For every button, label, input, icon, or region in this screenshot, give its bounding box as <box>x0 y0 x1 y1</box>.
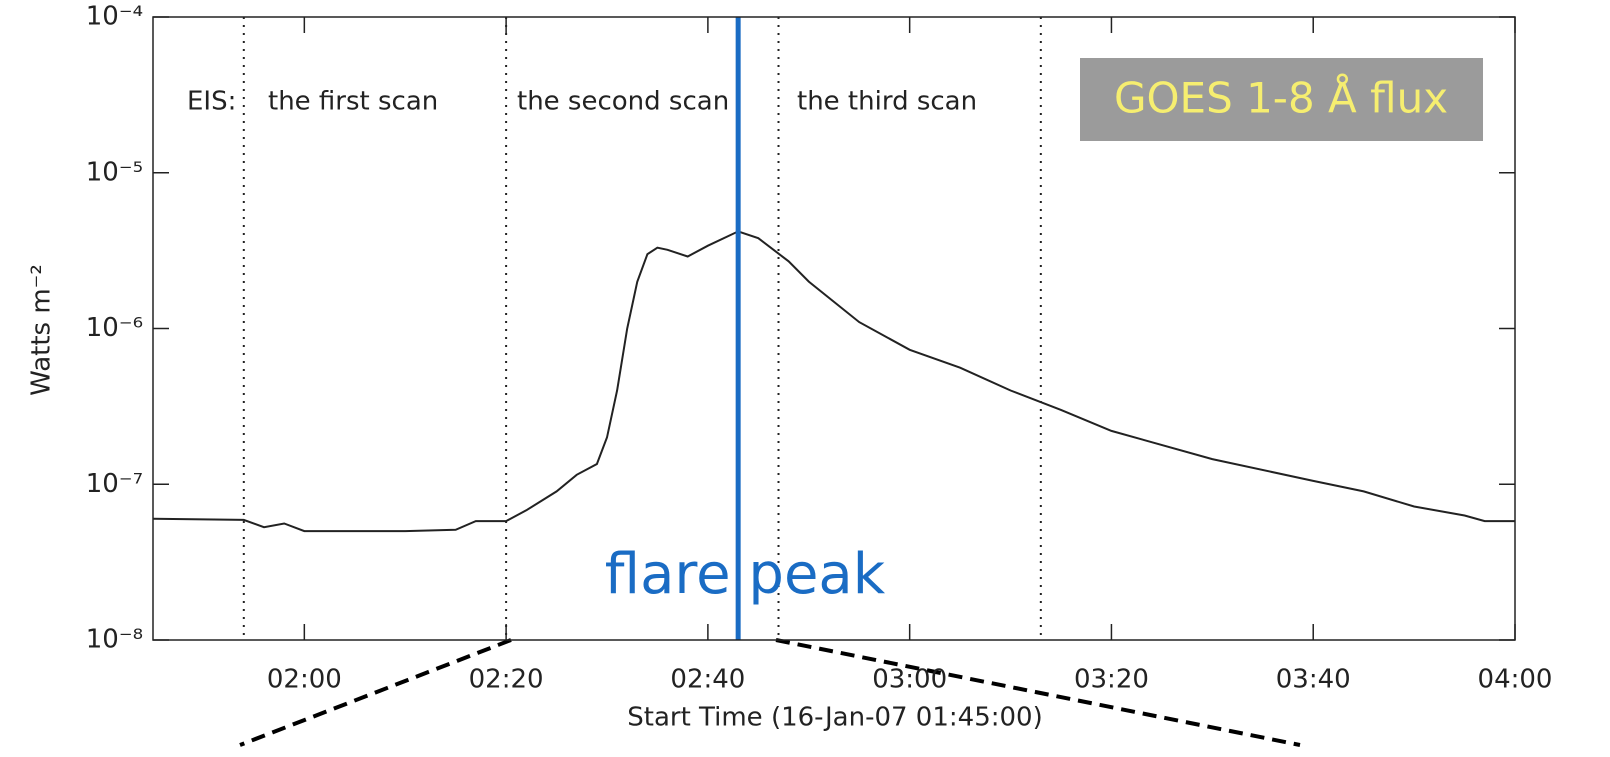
scan-label: the second scan <box>517 87 729 117</box>
x-tick-label: 02:00 <box>267 665 342 695</box>
scan-label: the first scan <box>268 87 438 117</box>
x-tick-label: 04:00 <box>1478 665 1553 695</box>
label-box <box>1080 58 1483 141</box>
plot-frame <box>152 16 1516 641</box>
y-tick-label: 10⁻⁶ <box>86 313 143 343</box>
zoom-line <box>775 638 1301 747</box>
x-tick-label: 03:20 <box>1074 665 1149 695</box>
x-tick-label: 02:40 <box>670 665 745 695</box>
x-tick-label: 03:00 <box>872 665 947 695</box>
data-line <box>152 230 1515 533</box>
y-tick-label: 10⁻⁷ <box>86 469 143 499</box>
y-tick-label: 10⁻⁵ <box>86 157 143 187</box>
series-label: GOES 1-8 Å flux <box>1114 73 1448 123</box>
x-axis-title: Start Time (16-Jan-07 01:45:00) <box>627 703 1042 733</box>
y-tick-label: 10⁻⁸ <box>86 625 143 655</box>
x-tick-label: 02:20 <box>469 665 544 695</box>
y-axis-title: Watts m⁻² <box>27 264 57 396</box>
y-tick-label: 10⁻⁴ <box>86 2 143 32</box>
scan-label: EIS: <box>187 87 236 117</box>
peak-label: flare peak <box>605 542 886 607</box>
zoom-line <box>239 638 512 747</box>
scan-label: the third scan <box>797 87 977 117</box>
x-tick-label: 03:40 <box>1276 665 1351 695</box>
